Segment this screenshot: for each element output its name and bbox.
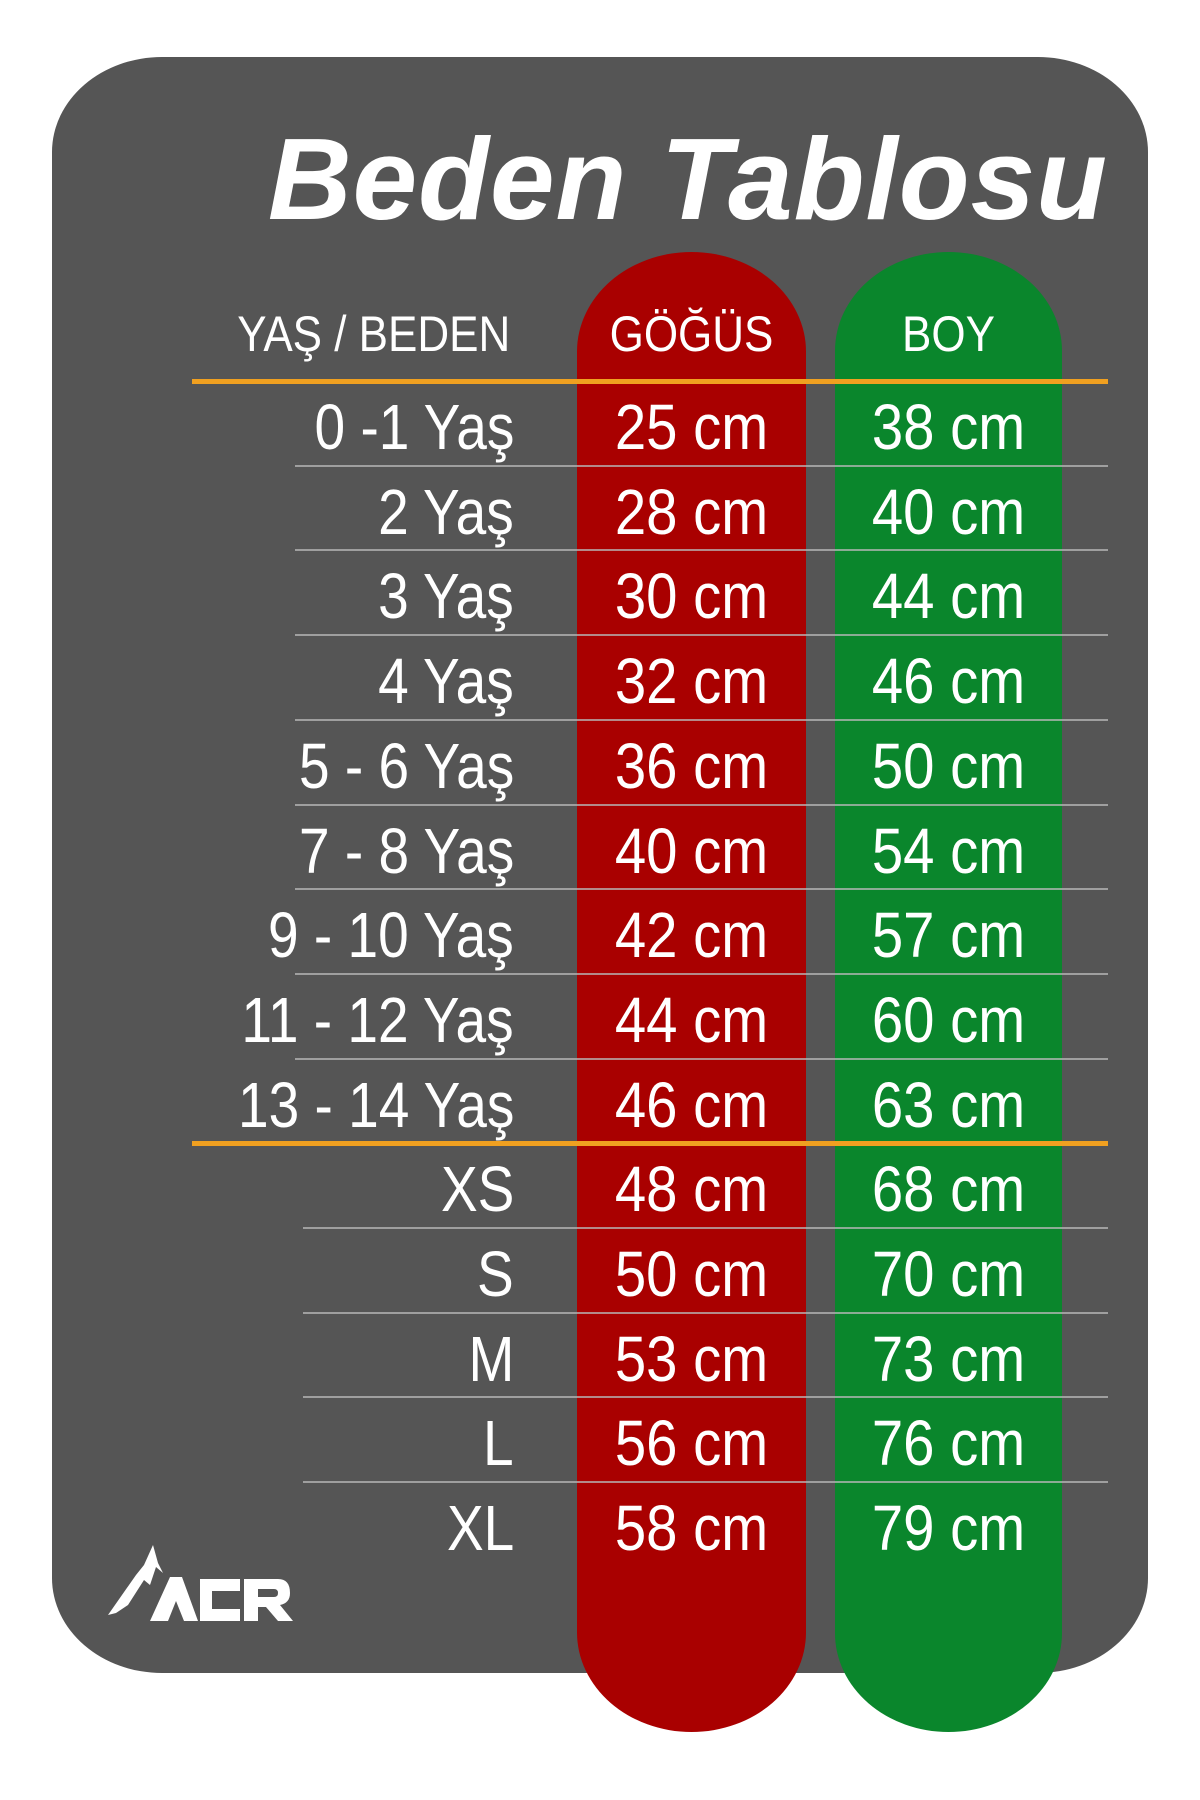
row-age-cell: 7 - 8 Yaş bbox=[298, 814, 514, 887]
row-separator bbox=[295, 634, 1108, 637]
header-height: BOY bbox=[902, 306, 995, 362]
row-separator bbox=[303, 1311, 1108, 1314]
row-chest-cell: 50 cm bbox=[614, 1238, 769, 1310]
row-height-cell: 76 cm bbox=[871, 1407, 1026, 1480]
row-age-cell: 11 - 12 Yaş bbox=[241, 983, 514, 1056]
row-separator bbox=[295, 464, 1108, 467]
row-age-cell: XS bbox=[440, 1153, 514, 1226]
row-chest-cell: 48 cm bbox=[614, 1153, 769, 1226]
row-separator bbox=[295, 549, 1108, 552]
row-chest-cell: 32 cm bbox=[614, 645, 769, 718]
height-column-band bbox=[835, 252, 1062, 1732]
row-chest-cell: 42 cm bbox=[614, 899, 769, 972]
row-chest-cell: 56 cm bbox=[614, 1407, 769, 1480]
row-height-cell: 57 cm bbox=[871, 899, 1026, 972]
row-height-cell: 50 cm bbox=[871, 729, 1026, 802]
row-age-cell: 2 Yaş bbox=[378, 475, 514, 548]
row-age-cell: S bbox=[477, 1238, 514, 1310]
header-age: YAŞ / BEDEN bbox=[236, 306, 510, 362]
row-separator bbox=[295, 803, 1108, 806]
row-height-cell: 63 cm bbox=[871, 1068, 1026, 1141]
header-divider bbox=[192, 379, 1108, 384]
row-height-cell: 79 cm bbox=[871, 1492, 1026, 1565]
row-separator bbox=[303, 1396, 1108, 1399]
row-age-cell: 0 -1 Yaş bbox=[314, 391, 514, 463]
row-chest-cell: 40 cm bbox=[614, 814, 769, 887]
row-separator bbox=[295, 718, 1108, 721]
row-height-cell: 68 cm bbox=[871, 1153, 1026, 1226]
row-height-cell: 54 cm bbox=[871, 814, 1026, 887]
row-age-cell: XL bbox=[446, 1492, 514, 1565]
row-separator bbox=[295, 1057, 1108, 1060]
row-separator bbox=[295, 888, 1108, 891]
row-age-cell: M bbox=[468, 1322, 514, 1395]
row-chest-cell: 28 cm bbox=[614, 475, 769, 548]
row-chest-cell: 36 cm bbox=[614, 729, 769, 802]
row-chest-cell: 30 cm bbox=[614, 560, 769, 633]
row-height-cell: 40 cm bbox=[871, 475, 1026, 548]
row-age-cell: 3 Yaş bbox=[378, 560, 514, 633]
row-age-cell: 5 - 6 Yaş bbox=[298, 729, 514, 802]
row-age-cell: 9 - 10 Yaş bbox=[268, 899, 514, 972]
row-height-cell: 46 cm bbox=[871, 645, 1026, 718]
row-chest-cell: 25 cm bbox=[614, 391, 769, 463]
row-height-cell: 38 cm bbox=[871, 391, 1026, 463]
page-title: Beden Tablosu bbox=[267, 114, 1108, 244]
row-separator bbox=[295, 972, 1108, 975]
row-height-cell: 44 cm bbox=[871, 560, 1026, 633]
row-chest-cell: 53 cm bbox=[614, 1322, 769, 1395]
acr-logo bbox=[108, 1545, 293, 1621]
row-separator bbox=[303, 1481, 1108, 1484]
section-divider bbox=[192, 1141, 1108, 1146]
row-age-cell: L bbox=[483, 1407, 514, 1480]
row-height-cell: 73 cm bbox=[871, 1322, 1026, 1395]
row-chest-cell: 44 cm bbox=[614, 983, 769, 1056]
header-chest: GÖĞÜS bbox=[609, 306, 774, 362]
mountain-icon bbox=[108, 1545, 293, 1621]
chest-column-band bbox=[577, 252, 806, 1732]
row-chest-cell: 46 cm bbox=[614, 1068, 769, 1141]
row-separator bbox=[303, 1227, 1108, 1229]
row-age-cell: 4 Yaş bbox=[378, 645, 514, 718]
row-chest-cell: 58 cm bbox=[614, 1492, 769, 1565]
row-height-cell: 70 cm bbox=[871, 1238, 1026, 1310]
row-height-cell: 60 cm bbox=[871, 983, 1026, 1056]
row-age-cell: 13 - 14 Yaş bbox=[237, 1068, 514, 1141]
